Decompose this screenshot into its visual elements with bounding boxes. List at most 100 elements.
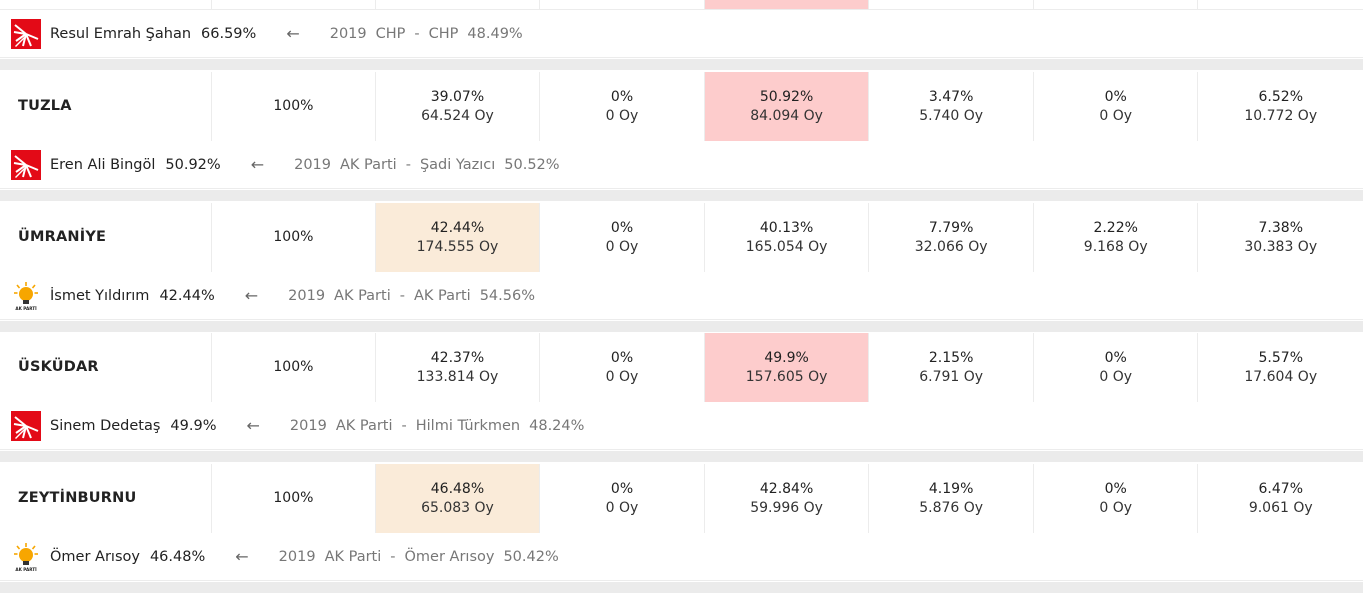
previous-result: 2019 CHP - CHP 48.49%: [330, 26, 523, 42]
vote-count: 32.066 Oy: [914, 238, 988, 255]
previous-percent: 48.49%: [467, 25, 523, 42]
row-divider: [0, 582, 1363, 593]
vote-count: 9.061 Oy: [1248, 499, 1313, 516]
party-result-cell: 39.07% 64.524 Oy: [376, 72, 541, 141]
party-result-cell: 6.52% 10.772 Oy: [1198, 72, 1363, 141]
vote-count: 64.524 Oy: [421, 107, 494, 124]
vote-count: 10.772 Oy: [1244, 107, 1318, 124]
previous-percent: 48.24%: [529, 417, 585, 434]
district-row[interactable]: [0, 0, 1363, 10]
winner-name: Ömer Arısoy: [50, 548, 140, 565]
vote-count: 133.814 Oy: [416, 368, 499, 385]
vote-count: 0 Oy: [605, 368, 639, 385]
party-result-cell: 46.48% 65.083 Oy: [375, 464, 541, 533]
previous-year: 2019: [329, 25, 367, 42]
previous-party: CHP: [375, 25, 406, 42]
party-result-cell: 42.37% 133.814 Oy: [376, 333, 541, 402]
district-row[interactable]: ÜMRANİYE 100% 42.44% 174.555 Oy 0% 0 Oy 40…: [0, 203, 1363, 273]
winner-percent: 49.9%: [170, 417, 217, 434]
party-result-cell: 3.47% 5.740 Oy: [869, 72, 1034, 141]
district-name: ZEYTİNBURNU: [0, 464, 213, 533]
previous-winner-name: Ömer Arısoy: [404, 548, 495, 565]
vote-percent: 40.13%: [759, 219, 814, 236]
vote-percent: 0%: [1104, 349, 1127, 366]
party-result-cell: 0% 0 Oy: [1034, 464, 1199, 533]
vote-percent: 0%: [610, 88, 634, 105]
vote-count: 0 Oy: [1099, 499, 1133, 516]
arrow-left-icon: ←: [286, 24, 300, 43]
ak-parti-logo-icon: AK PARTİ: [11, 281, 41, 311]
winner-row[interactable]: AK PARTİ İsmet Yıldırım 42.44% ← 2019 AK…: [0, 272, 1363, 320]
winner-percent: 50.92%: [165, 156, 221, 173]
previous-percent: 54.56%: [479, 287, 535, 304]
party-result-cell: 2.22% 9.168 Oy: [1034, 203, 1199, 272]
party-result-cell: [540, 0, 705, 9]
previous-result: 2019 AK Parti - Hilmi Türkmen 48.24%: [290, 418, 585, 434]
vote-percent: 7.79%: [928, 219, 974, 236]
separator: -: [401, 417, 407, 434]
previous-year: 2019: [288, 287, 326, 304]
vote-percent: 2.22%: [1093, 219, 1138, 236]
ak-parti-logo-icon: AK PARTİ: [11, 542, 41, 572]
party-result-cell: [1034, 0, 1199, 9]
separator: -: [414, 25, 420, 42]
district-name: ÜSKÜDAR: [0, 333, 213, 402]
vote-percent: 49.9%: [764, 349, 809, 366]
vote-percent: 2.15%: [928, 349, 974, 366]
vote-count: 0 Oy: [605, 499, 639, 516]
previous-result: 2019 AK Parti - Ömer Arısoy 50.42%: [279, 549, 559, 565]
vote-percent: 0%: [1104, 480, 1127, 497]
previous-winner-name: CHP: [428, 25, 459, 42]
party-result-cell: [869, 0, 1034, 9]
winner-row[interactable]: Resul Emrah Şahan 66.59% ← 2019 CHP - CH…: [0, 10, 1363, 58]
winner-row[interactable]: Eren Ali Bingöl 50.92% ← 2019 AK Parti -…: [0, 141, 1363, 189]
turnout-cell: 100%: [212, 333, 376, 402]
winner-name: Eren Ali Bingöl: [50, 156, 156, 173]
vote-percent: 50.92%: [759, 88, 814, 105]
turnout-cell: 100%: [212, 203, 376, 272]
district-name: TUZLA: [0, 72, 213, 141]
vote-count: 84.094 Oy: [750, 107, 823, 124]
chp-logo-icon: [11, 18, 41, 49]
ak-parti-logo-text: AK PARTİ: [15, 306, 37, 311]
party-result-cell: 7.79% 32.066 Oy: [869, 203, 1034, 272]
vote-count: 17.604 Oy: [1244, 368, 1318, 385]
vote-percent: 0%: [1104, 88, 1127, 105]
vote-count: 165.054 Oy: [745, 238, 828, 255]
previous-party: AK Parti: [335, 417, 393, 434]
separator: -: [390, 548, 396, 565]
separator: -: [399, 287, 405, 304]
winner-row[interactable]: AK PARTİ Ömer Arısoy 46.48% ← 2019 AK Pa…: [0, 533, 1363, 581]
vote-count: 9.168 Oy: [1083, 238, 1148, 255]
party-result-cell: 0% 0 Oy: [1034, 72, 1199, 141]
winner-name: Sinem Dedetaş: [50, 417, 161, 434]
ak-parti-logo-text: AK PARTİ: [15, 567, 37, 572]
winner-percent: 42.44%: [159, 287, 215, 304]
vote-percent: 7.38%: [1258, 219, 1303, 236]
district-row[interactable]: ZEYTİNBURNU 100% 46.48% 65.083 Oy 0% 0 Oy …: [0, 464, 1363, 534]
chp-logo-icon: [11, 410, 41, 441]
party-result-cell: [376, 0, 541, 9]
vote-count: 59.996 Oy: [750, 499, 823, 516]
district-name: [0, 0, 213, 9]
vote-percent: 6.47%: [1258, 480, 1303, 497]
vote-percent: 3.47%: [928, 88, 974, 105]
party-result-cell: 40.13% 165.054 Oy: [705, 203, 870, 272]
vote-percent: 39.07%: [430, 88, 485, 105]
party-result-cell: 0% 0 Oy: [540, 72, 705, 141]
party-result-cell: 5.57% 17.604 Oy: [1198, 333, 1363, 402]
arrow-left-icon: ←: [246, 416, 260, 435]
district-row[interactable]: TUZLA 100% 39.07% 64.524 Oy 0% 0 Oy 50.92%…: [0, 72, 1363, 142]
vote-percent: 4.19%: [928, 480, 974, 497]
party-result-cell: [704, 0, 870, 9]
chp-logo-icon: [11, 149, 41, 180]
separator: -: [405, 156, 411, 173]
row-divider: [0, 451, 1363, 462]
district-row[interactable]: ÜSKÜDAR 100% 42.37% 133.814 Oy 0% 0 Oy 49.…: [0, 333, 1363, 403]
previous-year: 2019: [278, 548, 316, 565]
winner-row[interactable]: Sinem Dedetaş 49.9% ← 2019 AK Parti - Hi…: [0, 402, 1363, 450]
party-result-cell: 0% 0 Oy: [540, 203, 705, 272]
previous-winner-name: AK Parti: [413, 287, 471, 304]
previous-result: 2019 AK Parti - AK Parti 54.56%: [288, 288, 535, 304]
